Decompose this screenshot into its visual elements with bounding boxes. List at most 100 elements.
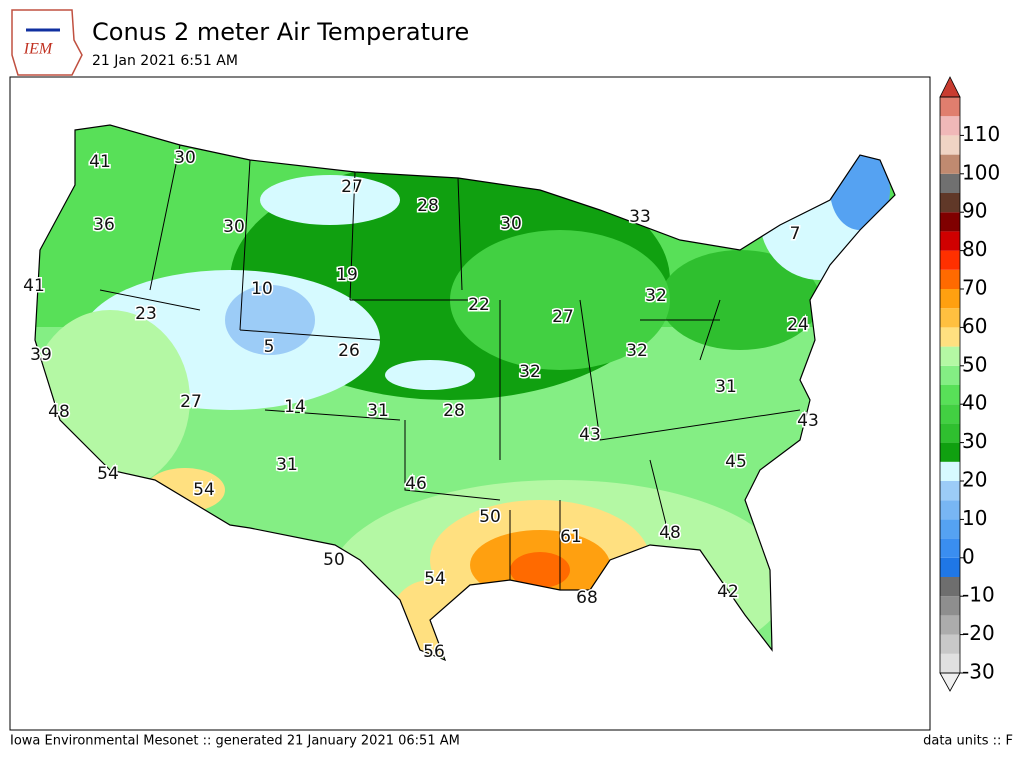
footer-left: Iowa Environmental Mesonet :: generated … bbox=[10, 734, 460, 749]
station-value: 56 bbox=[423, 642, 445, 662]
station-value: 7 bbox=[790, 224, 801, 244]
colorbar-band bbox=[940, 327, 960, 347]
colorbar-tick-label: 10 bbox=[962, 506, 987, 530]
station-value: 54 bbox=[193, 480, 215, 500]
colorbar-band bbox=[940, 461, 960, 481]
colorbar-band bbox=[940, 519, 960, 539]
station-value: 41 bbox=[89, 152, 111, 172]
colorbar-band bbox=[940, 250, 960, 270]
colorbar-band bbox=[940, 231, 960, 251]
station-value: 10 bbox=[251, 279, 273, 299]
station-value: 48 bbox=[48, 402, 70, 422]
subtitle: 21 Jan 2021 6:51 AM bbox=[92, 53, 238, 69]
colorbar-band bbox=[940, 615, 960, 635]
station-value: 5 bbox=[264, 337, 275, 357]
station-value: 27 bbox=[552, 307, 574, 327]
station-value: 24 bbox=[787, 315, 809, 335]
station-value: 31 bbox=[715, 377, 737, 397]
colorbar-tick-label: 0 bbox=[962, 544, 975, 568]
colorbar-band bbox=[940, 596, 960, 616]
station-value: 32 bbox=[519, 362, 541, 382]
title: Conus 2 meter Air Temperature bbox=[92, 18, 469, 46]
station-value: 33 bbox=[629, 207, 651, 227]
colorbar-band bbox=[940, 365, 960, 385]
state-borders bbox=[99, 144, 801, 590]
colorbar-tick-label: 20 bbox=[962, 468, 987, 492]
station-value: 23 bbox=[135, 304, 157, 324]
colorbar-band bbox=[940, 346, 960, 366]
station-value: 45 bbox=[725, 452, 747, 472]
colorbar-band bbox=[940, 269, 960, 289]
colorbar-band bbox=[940, 289, 960, 309]
station-value: 19 bbox=[336, 265, 358, 285]
colorbar-tick-label: -20 bbox=[962, 621, 995, 645]
station-value: 28 bbox=[443, 401, 465, 421]
colorbar-tick-label: 30 bbox=[962, 429, 987, 453]
station-value: 48 bbox=[659, 523, 681, 543]
station-value: 31 bbox=[367, 401, 389, 421]
station-value: 30 bbox=[500, 214, 522, 234]
colorbar-band bbox=[940, 634, 960, 654]
station-value: 32 bbox=[626, 341, 648, 361]
colorbar-band bbox=[940, 308, 960, 328]
station-value: 61 bbox=[560, 527, 582, 547]
logo-text: IEM bbox=[23, 41, 54, 58]
colorbar-band bbox=[940, 577, 960, 597]
colorbar-band bbox=[940, 538, 960, 558]
colorbar-band bbox=[940, 557, 960, 577]
station-value: 68 bbox=[576, 588, 598, 608]
logo: IEM bbox=[11, 9, 83, 76]
colorbar-band bbox=[940, 173, 960, 193]
colorbar-band bbox=[940, 193, 960, 213]
colorbar-band bbox=[940, 116, 960, 136]
colorbar-band bbox=[940, 97, 960, 117]
colorbar-outline bbox=[939, 96, 961, 674]
colorbar-tick-label: 60 bbox=[962, 314, 987, 338]
station-value: 43 bbox=[579, 425, 601, 445]
colorbar-tick-label: 40 bbox=[962, 391, 987, 415]
colorbar-band bbox=[940, 154, 960, 174]
station-value: 42 bbox=[717, 582, 739, 602]
station-value: 27 bbox=[341, 177, 363, 197]
colorbar-extend-bottom bbox=[939, 672, 961, 692]
colorbar-tick-label: 70 bbox=[962, 276, 987, 300]
station-value: 30 bbox=[223, 217, 245, 237]
colorbar-tick-label: -30 bbox=[962, 660, 995, 684]
colorbar-tick-label: 100 bbox=[962, 160, 1000, 184]
colorbar-band bbox=[940, 212, 960, 232]
colorbar-tick-label: 110 bbox=[962, 122, 1000, 146]
station-value: 22 bbox=[468, 295, 490, 315]
colorbar-extend-top bbox=[939, 76, 961, 98]
station-value: 50 bbox=[323, 550, 345, 570]
station-value: 50 bbox=[479, 507, 501, 527]
colorbar-band bbox=[940, 481, 960, 501]
colorbar-tick-label: -10 bbox=[962, 583, 995, 607]
station-value: 14 bbox=[284, 397, 306, 417]
colorbar-tick-label: 90 bbox=[962, 199, 987, 223]
colorbar-band bbox=[940, 423, 960, 443]
station-value: 41 bbox=[23, 276, 45, 296]
station-value: 36 bbox=[93, 215, 115, 235]
colorbar-band bbox=[940, 404, 960, 424]
station-value: 30 bbox=[174, 148, 196, 168]
colorbar: -30 -20 -10 0 10 20 30 40 50 60 70 80 90 100 110 bbox=[939, 76, 1000, 692]
station-value: 31 bbox=[276, 455, 298, 475]
station-value: 54 bbox=[424, 569, 446, 589]
station-value: 39 bbox=[30, 345, 52, 365]
colorbar-band bbox=[940, 653, 960, 673]
station-value: 26 bbox=[338, 341, 360, 361]
station-value: 43 bbox=[797, 411, 819, 431]
colorbar-tick-label: 80 bbox=[962, 237, 987, 261]
station-value: 32 bbox=[645, 286, 667, 306]
colorbar-band bbox=[940, 135, 960, 155]
colorbar-band bbox=[940, 442, 960, 462]
colorbar-band bbox=[940, 500, 960, 520]
station-labels: 41 30 27 28 30 33 7 36 30 19 10 41 23 22 27 32 24 5 26 32 39… bbox=[22, 147, 821, 664]
colorbar-tick-label: 50 bbox=[962, 352, 987, 376]
footer-right: data units :: F bbox=[923, 734, 1013, 749]
station-value: 46 bbox=[405, 474, 427, 494]
station-value: 28 bbox=[417, 196, 439, 216]
station-value: 27 bbox=[180, 392, 202, 412]
colorbar-band bbox=[940, 385, 960, 405]
